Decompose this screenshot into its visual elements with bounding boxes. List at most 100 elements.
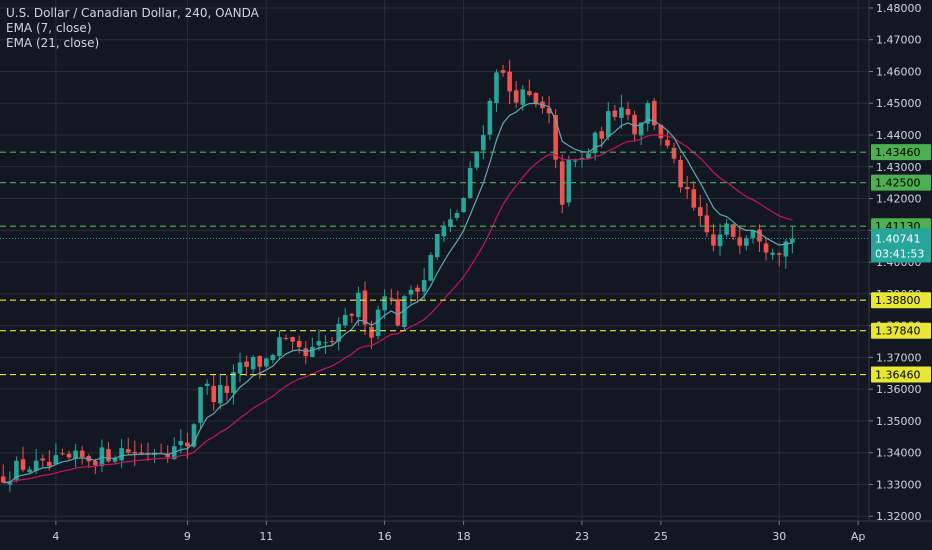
level-label[interactable]: 1.36460 bbox=[871, 366, 931, 383]
candle[interactable] bbox=[342, 307, 348, 329]
level-label[interactable]: 1.38800 bbox=[871, 292, 931, 309]
candle[interactable] bbox=[139, 443, 144, 456]
candle[interactable] bbox=[461, 197, 466, 213]
candle[interactable] bbox=[678, 155, 683, 193]
candle[interactable] bbox=[421, 267, 427, 300]
candle[interactable] bbox=[698, 195, 703, 227]
candle[interactable] bbox=[717, 223, 723, 256]
candle[interactable] bbox=[66, 450, 72, 460]
candle[interactable] bbox=[329, 337, 335, 346]
candle[interactable] bbox=[776, 252, 782, 267]
candle[interactable] bbox=[770, 248, 775, 260]
candle[interactable] bbox=[303, 341, 309, 365]
candle[interactable] bbox=[0, 464, 6, 484]
candle[interactable] bbox=[711, 223, 716, 252]
candle[interactable] bbox=[684, 176, 690, 199]
candle[interactable] bbox=[487, 98, 493, 141]
candle[interactable] bbox=[270, 353, 276, 364]
candle[interactable] bbox=[277, 330, 282, 361]
candle[interactable] bbox=[349, 313, 355, 324]
candle[interactable] bbox=[559, 154, 565, 214]
candle[interactable] bbox=[73, 443, 78, 468]
candle[interactable] bbox=[198, 386, 203, 429]
candle[interactable] bbox=[533, 92, 539, 108]
candle[interactable] bbox=[356, 286, 361, 326]
candle[interactable] bbox=[434, 233, 440, 261]
level-label[interactable]: 1.42500 bbox=[871, 174, 931, 191]
candle[interactable] bbox=[507, 59, 512, 104]
candle[interactable] bbox=[191, 422, 197, 449]
candle[interactable] bbox=[665, 131, 670, 149]
candle[interactable] bbox=[494, 69, 499, 112]
candle[interactable] bbox=[744, 235, 749, 251]
candle[interactable] bbox=[14, 456, 19, 483]
candle[interactable] bbox=[112, 455, 118, 465]
candle[interactable] bbox=[651, 97, 657, 130]
candle[interactable] bbox=[737, 225, 743, 254]
candle[interactable] bbox=[257, 355, 263, 379]
candle[interactable] bbox=[474, 150, 480, 171]
candle[interactable] bbox=[382, 289, 387, 319]
ema-slow-line[interactable] bbox=[3, 134, 793, 484]
candle[interactable] bbox=[336, 317, 341, 351]
candle[interactable] bbox=[546, 95, 552, 124]
candle[interactable] bbox=[296, 335, 302, 354]
candle[interactable] bbox=[454, 209, 460, 221]
candle[interactable] bbox=[790, 226, 795, 254]
candle[interactable] bbox=[264, 357, 269, 369]
candle[interactable] bbox=[132, 440, 138, 466]
candle[interactable] bbox=[586, 148, 591, 160]
candle[interactable] bbox=[408, 285, 414, 306]
candle[interactable] bbox=[250, 355, 256, 374]
candle[interactable] bbox=[125, 437, 131, 455]
level-label[interactable]: 1.37840 bbox=[871, 322, 931, 339]
candle[interactable] bbox=[60, 448, 65, 456]
candle[interactable] bbox=[704, 202, 710, 237]
candle[interactable] bbox=[79, 445, 85, 465]
candle[interactable] bbox=[283, 334, 289, 341]
candle[interactable] bbox=[224, 375, 230, 401]
candle[interactable] bbox=[619, 94, 624, 129]
candle[interactable] bbox=[428, 252, 434, 282]
candle[interactable] bbox=[402, 295, 407, 331]
candle[interactable] bbox=[724, 219, 729, 238]
candle[interactable] bbox=[500, 64, 506, 77]
candle[interactable] bbox=[527, 79, 532, 97]
candle[interactable] bbox=[691, 180, 697, 211]
candle[interactable] bbox=[375, 305, 381, 340]
candle[interactable] bbox=[513, 81, 519, 108]
candle[interactable] bbox=[316, 329, 322, 351]
candle[interactable] bbox=[20, 446, 26, 472]
candle[interactable] bbox=[237, 352, 243, 383]
candle[interactable] bbox=[310, 337, 315, 358]
candle[interactable] bbox=[763, 238, 769, 261]
candle[interactable] bbox=[217, 373, 223, 410]
candle[interactable] bbox=[645, 100, 651, 132]
candle[interactable] bbox=[481, 125, 486, 160]
candle[interactable] bbox=[40, 454, 46, 469]
ema-fast-line[interactable] bbox=[3, 102, 793, 484]
candle[interactable] bbox=[750, 229, 756, 244]
candle[interactable] bbox=[566, 155, 572, 207]
candle[interactable] bbox=[244, 355, 249, 377]
candle[interactable] bbox=[638, 122, 644, 146]
candle[interactable] bbox=[362, 281, 368, 335]
candle[interactable] bbox=[53, 443, 59, 465]
candle[interactable] bbox=[290, 336, 295, 352]
candle[interactable] bbox=[605, 101, 611, 141]
time-axis[interactable]: 4 9 11 16 18 23 25 30 Ap bbox=[0, 520, 932, 550]
candle[interactable] bbox=[448, 208, 453, 233]
candle[interactable] bbox=[27, 466, 32, 475]
candle[interactable] bbox=[323, 335, 328, 354]
candle[interactable] bbox=[204, 379, 210, 395]
candle[interactable] bbox=[441, 221, 447, 242]
candle[interactable] bbox=[231, 364, 236, 405]
price-axis[interactable]: 1.32000 1.33000 1.34000 1.35000 1.36000 1.370… bbox=[868, 0, 932, 523]
candle[interactable] bbox=[625, 101, 631, 121]
candle[interactable] bbox=[612, 104, 618, 121]
candle[interactable] bbox=[395, 290, 401, 327]
candle[interactable] bbox=[106, 442, 111, 463]
candle[interactable] bbox=[671, 142, 677, 164]
